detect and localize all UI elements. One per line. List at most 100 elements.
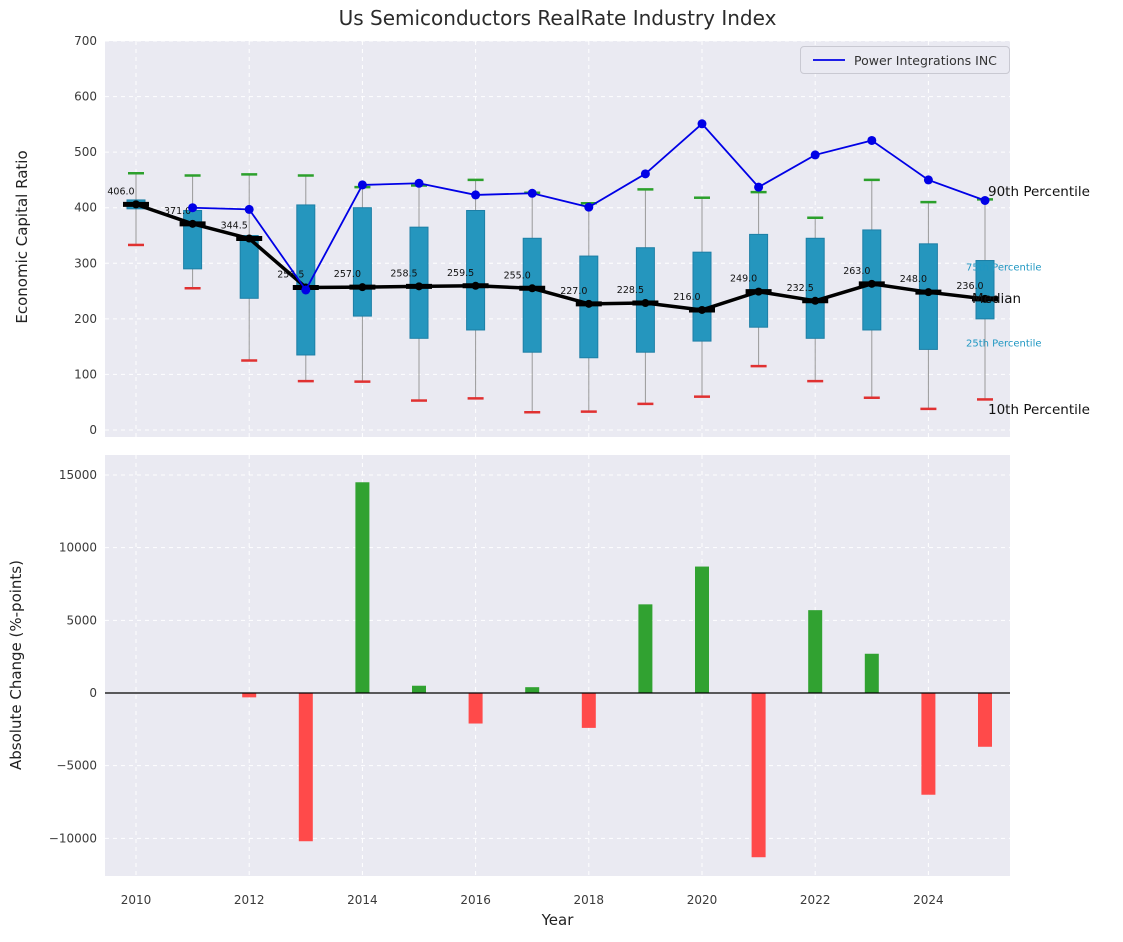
median-value-label-2015: 258.5 [390, 268, 417, 279]
company-marker-2025 [980, 195, 990, 205]
company-marker-2013 [301, 285, 311, 295]
median-value-label-2021: 249.0 [730, 274, 757, 285]
median-marker-2025 [981, 294, 989, 303]
median-value-label-2014: 257.0 [334, 269, 361, 280]
bar-2015 [412, 685, 426, 693]
annotation-25th-percentile: 25th Percentile [966, 338, 1042, 350]
median-marker-2021 [754, 287, 763, 296]
company-marker-2024 [923, 175, 933, 185]
company-marker-2015 [414, 178, 424, 188]
median-value-label-2016: 259.5 [447, 268, 474, 279]
company-marker-2017 [527, 188, 537, 198]
bottom-y-tick-label: 15000 [59, 468, 97, 482]
top-y-tick-label: 300 [74, 256, 97, 270]
company-marker-2018 [584, 202, 594, 212]
bar-2025 [978, 693, 992, 747]
x-tick-label-2012: 2012 [234, 893, 265, 907]
bottom-y-tick-label: −10000 [49, 831, 97, 845]
x-tick-label-2014: 2014 [347, 893, 378, 907]
median-value-label-2019: 228.5 [617, 285, 644, 296]
bottom-y-tick-label: −5000 [56, 759, 97, 773]
box-2025 [975, 260, 995, 320]
top-y-axis-label: Economic Capital Ratio [13, 150, 31, 324]
bottom-y-tick-label: 10000 [59, 541, 97, 555]
legend-label: Power Integrations INC [854, 52, 997, 68]
median-value-label-2020: 216.0 [673, 292, 700, 303]
box-2014 [352, 207, 372, 317]
box-2016 [466, 209, 486, 331]
median-marker-2015 [415, 282, 423, 291]
bar-2017 [525, 687, 540, 693]
top-y-tick-label: 100 [74, 367, 97, 381]
company-marker-2012 [244, 204, 254, 214]
top-y-tick-label: 500 [74, 145, 97, 159]
bar-2023 [864, 653, 879, 693]
annotation-75th-percentile: 75th Percentile [966, 262, 1042, 274]
median-marker-2016 [471, 281, 480, 290]
company-marker-2011 [188, 203, 198, 213]
x-axis-label: Year [541, 911, 574, 929]
box-2011 [183, 209, 203, 270]
bar-2024 [921, 693, 936, 795]
median-value-label-2025: 236.0 [956, 281, 983, 292]
company-marker-2019 [640, 169, 650, 179]
bar-2014 [355, 482, 370, 693]
company-marker-2020 [697, 119, 707, 129]
company-marker-2022 [810, 150, 820, 160]
bar-2012 [242, 693, 257, 698]
chart-title: Us Semiconductors RealRate Industry Inde… [338, 6, 777, 30]
median-value-label-2011: 371.0 [164, 206, 191, 217]
bar-2018 [581, 693, 596, 728]
x-tick-label-2016: 2016 [460, 893, 491, 907]
median-marker-2022 [811, 296, 820, 305]
median-marker-2010 [132, 200, 140, 209]
median-value-label-2022: 232.5 [787, 283, 814, 294]
median-marker-2024 [924, 288, 933, 297]
annotation-median: Median [972, 291, 1022, 307]
x-tick-label-2022: 2022 [800, 893, 831, 907]
median-marker-2014 [358, 283, 367, 292]
top-y-tick-label: 400 [74, 201, 97, 215]
top-y-tick-label: 600 [74, 90, 97, 104]
median-marker-2017 [528, 284, 537, 293]
bar-2013 [298, 693, 313, 842]
bar-2021 [751, 693, 766, 858]
legend-line-sample [813, 59, 845, 61]
box-2024 [918, 243, 938, 350]
x-tick-label-2018: 2018 [574, 893, 605, 907]
box-2017 [522, 237, 542, 353]
bar-2022 [808, 610, 823, 693]
annotation-10th-percentile: 10th Percentile [988, 402, 1090, 418]
median-marker-2012 [245, 234, 254, 243]
legend: Power Integrations INC [800, 46, 1010, 74]
top-y-tick-label: 0 [89, 423, 97, 437]
bar-2019 [638, 604, 653, 693]
bar-2016 [468, 693, 483, 724]
company-marker-2021 [754, 182, 764, 192]
x-tick-label-2010: 2010 [121, 893, 152, 907]
median-value-label-2013: 256.5 [277, 269, 304, 280]
annotation-90th-percentile: 90th Percentile [988, 184, 1090, 200]
box-2021 [749, 233, 769, 328]
median-marker-2023 [867, 279, 876, 288]
median-marker-2019 [641, 299, 650, 308]
median-line [135, 202, 986, 312]
company-marker-2023 [867, 135, 877, 145]
bottom-plot-area [105, 455, 1010, 876]
bottom-y-axis-label: Absolute Change (%-points) [7, 560, 25, 770]
company-marker-2014 [357, 180, 367, 190]
median-value-label-2017: 255.0 [504, 270, 531, 281]
median-marker-2020 [698, 305, 706, 314]
box-2020 [692, 251, 712, 342]
median-value-label-2024: 248.0 [900, 274, 927, 285]
median-marker-2011 [188, 219, 197, 228]
box-2022 [805, 237, 825, 339]
company-marker-2016 [471, 190, 481, 200]
median-value-label-2012: 344.5 [221, 221, 248, 232]
median-marker-2018 [584, 299, 593, 308]
bottom-y-tick-label: 0 [89, 686, 97, 700]
bar-2020 [695, 566, 709, 693]
x-tick-label-2024: 2024 [913, 893, 944, 907]
